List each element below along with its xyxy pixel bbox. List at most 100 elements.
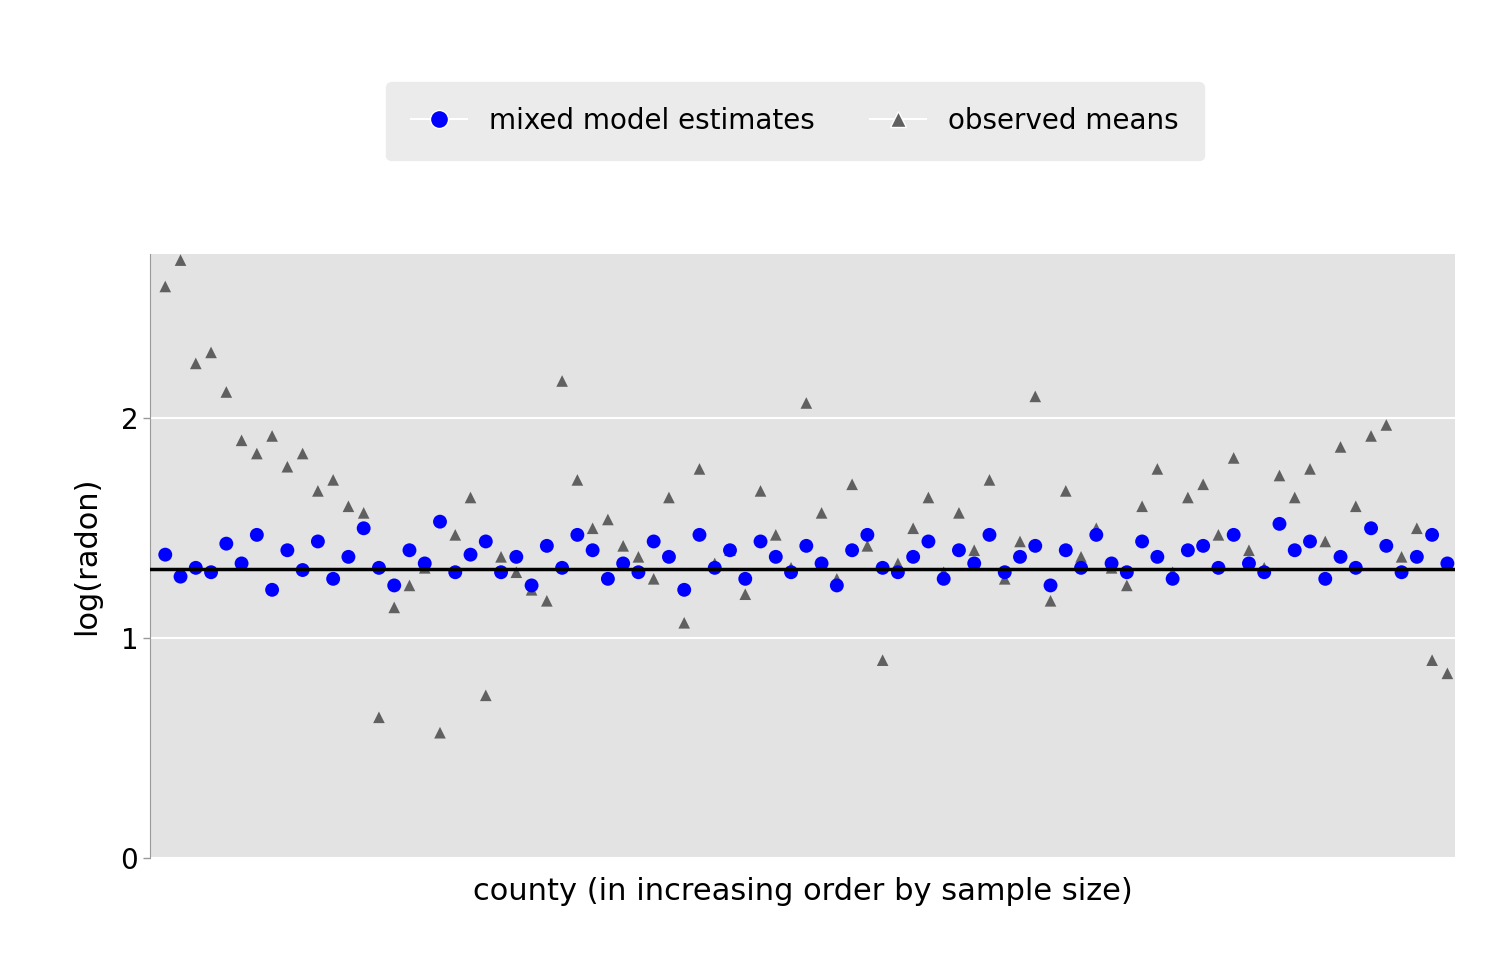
observed means — [1406, 521, 1429, 536]
observed means — [1161, 565, 1185, 580]
observed means — [1314, 533, 1338, 549]
observed means — [1114, 577, 1138, 593]
mixed model estimates — [1176, 542, 1200, 558]
observed means — [321, 472, 345, 488]
observed means — [764, 527, 788, 543]
mixed model estimates — [382, 577, 406, 593]
mixed model estimates — [1268, 516, 1292, 531]
observed means — [550, 373, 574, 389]
mixed model estimates — [291, 563, 315, 578]
observed means — [427, 724, 451, 740]
mixed model estimates — [748, 533, 772, 549]
observed means — [1146, 461, 1170, 477]
observed means — [886, 556, 910, 571]
mixed model estimates — [1100, 556, 1124, 571]
mixed model estimates — [1238, 556, 1262, 571]
mixed model estimates — [902, 549, 926, 565]
mixed model estimates — [993, 565, 1017, 580]
observed means — [870, 652, 894, 668]
mixed model estimates — [886, 565, 910, 580]
mixed model estimates — [1389, 565, 1413, 580]
mixed model estimates — [1221, 527, 1245, 543]
mixed model estimates — [413, 556, 436, 571]
observed means — [1268, 468, 1292, 484]
observed means — [596, 512, 619, 527]
mixed model estimates — [932, 571, 956, 587]
observed means — [1359, 428, 1383, 444]
observed means — [1084, 521, 1108, 536]
observed means — [260, 428, 284, 444]
mixed model estimates — [1206, 560, 1230, 575]
observed means — [840, 477, 864, 492]
observed means — [687, 461, 711, 477]
observed means — [1054, 483, 1078, 498]
observed means — [1436, 666, 1460, 682]
mixed model estimates — [1252, 565, 1276, 580]
mixed model estimates — [230, 556, 254, 571]
mixed model estimates — [536, 538, 560, 554]
observed means — [916, 489, 940, 505]
mixed model estimates — [1436, 556, 1460, 571]
mixed model estimates — [1282, 542, 1306, 558]
mixed model estimates — [214, 536, 238, 552]
mixed model estimates — [764, 549, 788, 565]
observed means — [566, 472, 590, 488]
mixed model estimates — [260, 582, 284, 598]
observed means — [642, 571, 666, 587]
mixed model estimates — [1161, 571, 1185, 587]
mixed model estimates — [596, 571, 619, 587]
observed means — [795, 395, 819, 410]
mixed model estimates — [795, 538, 819, 554]
observed means — [1176, 489, 1200, 505]
mixed model estimates — [504, 549, 528, 565]
mixed model estimates — [1130, 533, 1154, 549]
observed means — [1038, 593, 1062, 608]
observed means — [336, 498, 360, 514]
mixed model estimates — [427, 514, 451, 529]
observed means — [1008, 533, 1032, 549]
mixed model estimates — [1084, 527, 1108, 543]
mixed model estimates — [1023, 538, 1047, 554]
observed means — [1389, 549, 1413, 565]
mixed model estimates — [1038, 577, 1062, 593]
mixed model estimates — [687, 527, 711, 543]
observed means — [962, 542, 986, 558]
observed means — [1238, 542, 1262, 558]
mixed model estimates — [550, 560, 574, 575]
mixed model estimates — [1359, 521, 1383, 536]
observed means — [200, 344, 223, 360]
observed means — [902, 521, 926, 536]
observed means — [1023, 389, 1047, 405]
observed means — [168, 253, 192, 268]
mixed model estimates — [1146, 549, 1170, 565]
observed means — [214, 384, 238, 400]
observed means — [1298, 461, 1322, 477]
mixed model estimates — [398, 542, 422, 558]
mixed model estimates — [734, 571, 758, 587]
mixed model estimates — [1191, 538, 1215, 554]
Legend: mixed model estimates, observed means: mixed model estimates, observed means — [387, 82, 1203, 160]
observed means — [398, 577, 422, 593]
mixed model estimates — [627, 565, 651, 580]
mixed model estimates — [306, 533, 330, 549]
observed means — [519, 582, 543, 598]
observed means — [734, 586, 758, 602]
mixed model estimates — [1070, 560, 1094, 575]
observed means — [1329, 439, 1353, 454]
observed means — [718, 542, 742, 558]
observed means — [1130, 498, 1154, 514]
mixed model estimates — [444, 565, 468, 580]
observed means — [946, 505, 970, 521]
observed means — [1206, 527, 1230, 543]
observed means — [1252, 560, 1276, 575]
mixed model estimates — [276, 542, 300, 558]
observed means — [1221, 450, 1245, 466]
observed means — [504, 565, 528, 580]
mixed model estimates — [1298, 533, 1322, 549]
mixed model estimates — [825, 577, 849, 593]
observed means — [825, 571, 849, 587]
mixed model estimates — [840, 542, 864, 558]
observed means — [657, 489, 681, 505]
mixed model estimates — [474, 533, 498, 549]
mixed model estimates — [153, 547, 177, 563]
